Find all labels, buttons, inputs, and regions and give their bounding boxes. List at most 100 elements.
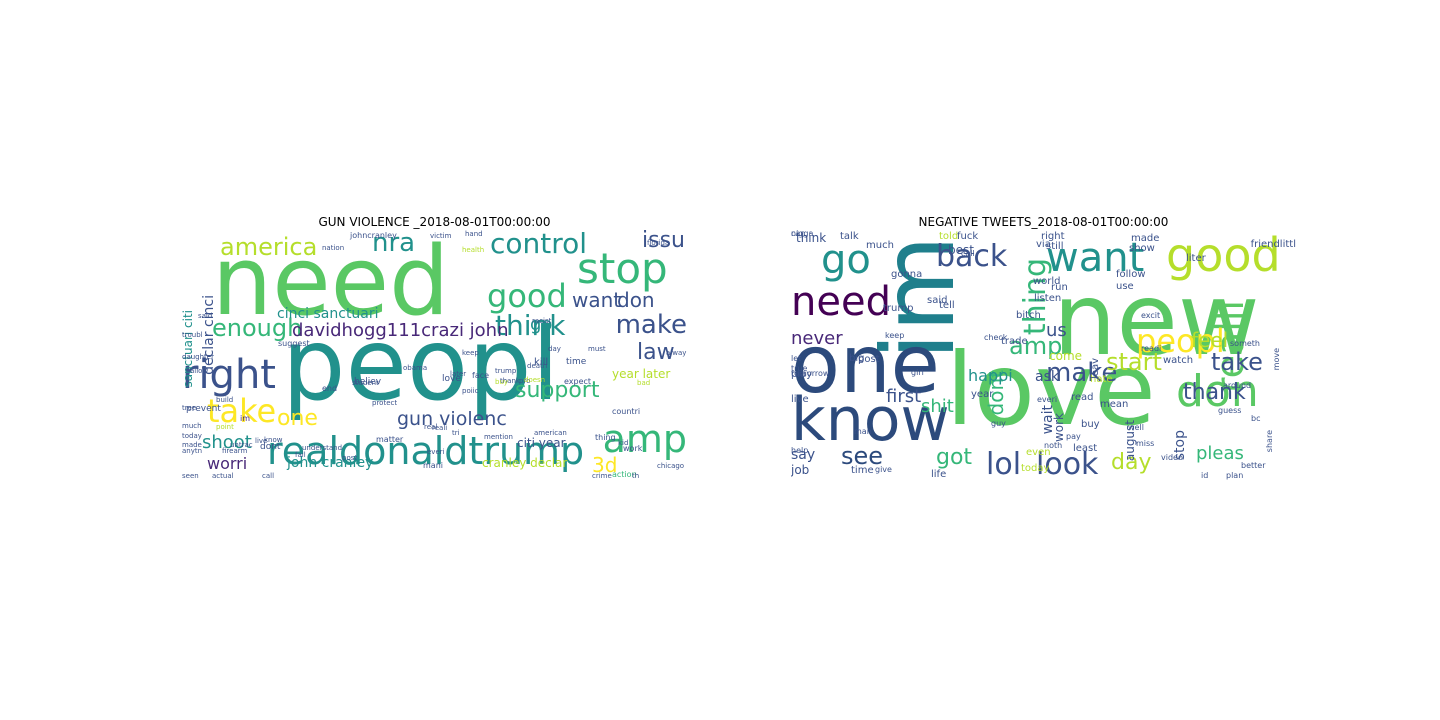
word-love: love	[946, 331, 1156, 448]
word-understand: understand	[302, 444, 343, 452]
word-kid: kid	[618, 439, 629, 447]
word-fail: fail	[295, 451, 306, 459]
word-friendlittl: friendlittl	[1250, 239, 1296, 250]
word-time: time	[566, 357, 587, 367]
word-kill: kill	[534, 357, 549, 368]
word-true: true	[791, 364, 808, 373]
word-guy: guy	[991, 419, 1006, 428]
word-share: share	[1265, 430, 1274, 453]
word-enough: enough	[212, 314, 303, 342]
word-read: read	[1071, 392, 1094, 403]
word-tomorrow: tomorrow	[791, 369, 830, 378]
word-th: th	[632, 472, 640, 480]
word-help: help	[791, 446, 809, 455]
word-world: world	[1033, 276, 1061, 287]
word-nra: nra	[372, 230, 416, 258]
word-florida: florida	[647, 239, 670, 247]
word-first: first	[886, 386, 922, 407]
word-year: year	[971, 389, 994, 400]
word-later: later	[450, 370, 467, 378]
word-day: day	[1111, 450, 1152, 475]
word-talk: talk	[840, 231, 859, 242]
word-nigga: nigga	[791, 230, 814, 238]
word-pay: pay	[1066, 432, 1081, 441]
panel-title-gun-violence: GUN VIOLENCE _2018-08-01T00:00:00	[318, 215, 551, 229]
word-post: post	[858, 354, 880, 365]
word-student: student	[352, 379, 379, 387]
word-today: today	[182, 432, 202, 440]
word-cloud-negative-tweets: im new love one know want good go need back don rea…	[791, 230, 1296, 480]
word-new: new	[1053, 261, 1260, 378]
word-troubl: troubl	[182, 331, 203, 339]
word-trump: trump	[495, 367, 517, 375]
word-expect: expect	[564, 377, 592, 386]
word-want: want	[1046, 235, 1145, 281]
word-day: day	[548, 345, 561, 353]
word-untrac: untrac	[230, 441, 253, 449]
word-know: know	[264, 436, 283, 444]
word-mention: mention	[484, 433, 513, 441]
word-tri: tri	[452, 429, 460, 437]
word-take: take	[1211, 348, 1263, 376]
word-move: move	[1272, 348, 1281, 371]
word-obama: obama	[403, 364, 428, 372]
word-hand: hand	[465, 230, 483, 238]
word-hate: hate	[1090, 374, 1113, 385]
word-america: america	[220, 233, 318, 261]
word-check: check	[984, 333, 1008, 342]
word-need: need	[791, 279, 891, 325]
word-tell: tell	[939, 300, 955, 311]
word-stop: stop	[577, 244, 668, 293]
word-victim: victim	[430, 232, 452, 240]
word-around: around	[1223, 381, 1252, 390]
word-time: time	[851, 465, 874, 476]
word-bc: bc	[1251, 414, 1261, 423]
word-good: good	[487, 277, 567, 315]
word-peopl: peopl	[1136, 322, 1225, 360]
word-matter: matter	[376, 435, 404, 444]
word-worri: worri	[207, 454, 248, 473]
word-tree: tree	[182, 404, 197, 412]
word-go: go	[821, 237, 871, 283]
word-guess: guess	[1218, 406, 1242, 415]
word-must: must	[588, 345, 606, 353]
word-never: never	[791, 328, 843, 349]
word-call: call	[961, 249, 975, 258]
word-thank: thank	[1183, 380, 1246, 405]
word-right: right	[1041, 231, 1065, 242]
word-everi: everi	[427, 448, 445, 456]
word-come: come	[1049, 349, 1083, 363]
word-death: death	[527, 362, 548, 370]
word-readi: readi	[1141, 344, 1162, 353]
word-work: work	[623, 444, 643, 453]
word-life: life	[931, 469, 947, 480]
word-video: video	[1161, 453, 1183, 462]
word-ask: ask	[1035, 369, 1059, 385]
word-look: look	[1036, 447, 1099, 480]
word-shit: shit	[921, 396, 954, 417]
word-believ: believ	[354, 377, 382, 387]
word-use: use	[1116, 281, 1134, 292]
word-today: today	[1021, 463, 1050, 474]
word-via: via	[1036, 239, 1051, 250]
word-go: go	[530, 314, 553, 335]
word-everi: everi	[1037, 395, 1058, 404]
word-even: even	[1026, 447, 1051, 458]
word-declar-cinci: declar cinci	[201, 295, 217, 375]
word-let: let	[791, 354, 802, 363]
word-racist: racist	[532, 317, 552, 325]
word-thank: thank	[500, 377, 520, 385]
word-made: made	[1131, 233, 1160, 244]
word-thing: thing	[595, 433, 616, 442]
word-can: can	[791, 230, 806, 238]
word-cranley-declar: cranley declar	[482, 456, 568, 470]
word-man: man	[854, 427, 872, 436]
word-mani: mani	[423, 461, 443, 470]
word-know: know	[791, 385, 950, 455]
word-back: back	[936, 239, 1008, 274]
word-much: much	[866, 240, 894, 251]
word-john-cranley: john cranley	[287, 455, 374, 471]
word-issu: issu	[642, 230, 685, 253]
word-love: love	[442, 374, 461, 384]
word-end: end	[322, 384, 338, 393]
